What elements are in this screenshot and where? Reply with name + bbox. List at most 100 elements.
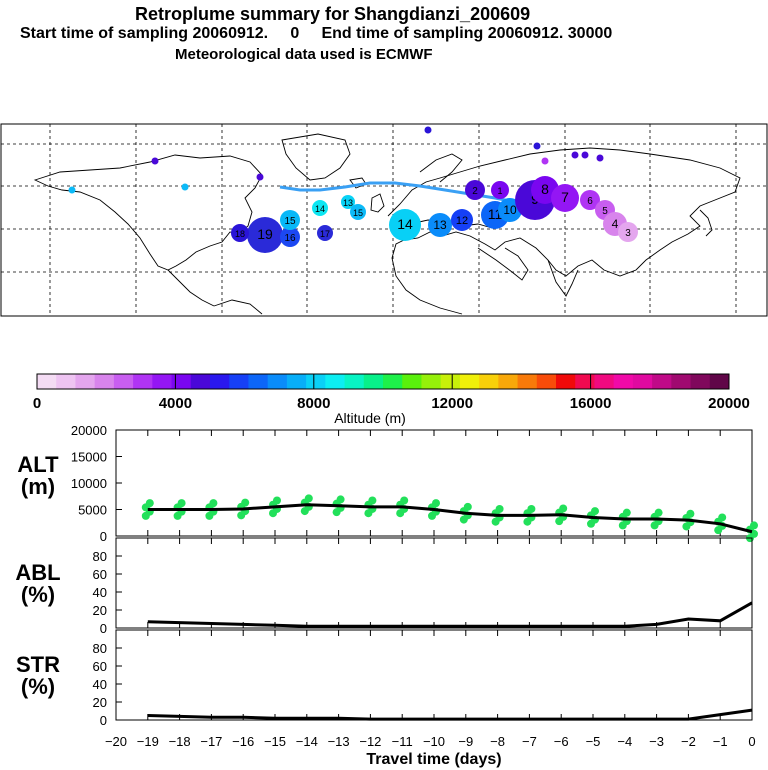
- series-line: [147, 708, 753, 721]
- colorbar-cell: [440, 374, 461, 389]
- colorbar-cell: [709, 374, 730, 389]
- y-axis-label: (m): [21, 474, 55, 499]
- colorbar-cell: [286, 374, 307, 389]
- plume-day-label: 15: [284, 216, 296, 227]
- plume-day-label: 18: [235, 229, 245, 239]
- plume-cluster: [551, 184, 579, 212]
- y-tick-label: 80: [93, 641, 107, 656]
- colorbar-cell: [267, 374, 288, 389]
- colorbar-cell: [190, 374, 211, 389]
- met-data-note: Meteorological data used is ECMWF: [175, 46, 433, 63]
- plume-cluster: [231, 224, 249, 242]
- altitude-point: [718, 513, 727, 522]
- plume-cluster: [451, 209, 473, 231]
- altitude-point: [209, 499, 218, 508]
- altitude-point: [368, 496, 377, 505]
- x-tick-label: −10: [423, 734, 445, 749]
- plume-cluster: [580, 190, 600, 210]
- altitude-point: [591, 507, 599, 516]
- x-tick-label: −6: [554, 734, 569, 749]
- y-tick-label: 15000: [71, 450, 107, 465]
- plume-day-label: 1: [497, 186, 502, 196]
- altitude-point: [432, 499, 440, 508]
- plume-day-label: 5: [602, 206, 608, 217]
- retroplume-map: 19161518171413151413121110987654321: [0, 123, 768, 317]
- altitude-point: [273, 496, 281, 505]
- plume-dot: [256, 173, 264, 181]
- altitude-point: [686, 509, 695, 518]
- altitude-colorbar: 0 4000 8000 12000 16000 20000 Altitude (m): [33, 373, 750, 426]
- plume-dot: [581, 151, 589, 159]
- colorbar-cell: [210, 374, 230, 389]
- plume-day-label: 15: [353, 208, 363, 218]
- plume-cluster: [280, 227, 300, 247]
- plume-day-label: 13: [343, 198, 353, 208]
- y-tick-label: 20000: [71, 423, 107, 438]
- y-tick-label: 80: [93, 549, 107, 564]
- plume-cluster: [618, 222, 638, 242]
- plume-dot: [596, 154, 604, 162]
- y-tick-label: 40: [93, 677, 107, 692]
- y-tick-label: 10000: [71, 476, 107, 491]
- colorbar-cell: [652, 374, 672, 389]
- x-tick-label: −20: [105, 734, 127, 749]
- y-tick-label: 5000: [78, 503, 107, 518]
- y-axis-label: (%): [21, 674, 55, 699]
- plume-day-label: 7: [561, 189, 569, 205]
- plume-dot: [181, 183, 189, 191]
- altitude-point: [145, 499, 154, 508]
- altitude-point: [495, 504, 504, 513]
- colorbar-cell: [671, 374, 692, 389]
- plume-dot: [68, 186, 76, 194]
- altitude-point: [336, 495, 345, 504]
- chart-title: Retroplume summary for Shangdianzi_20060…: [135, 4, 531, 24]
- y-tick-label: 20: [93, 603, 107, 618]
- plume-day-label: 2: [472, 186, 478, 197]
- time-series-panels: 05000100001500020000ALT(m)020406080ABL(%…: [15, 423, 758, 768]
- x-tick-label: −16: [232, 734, 254, 749]
- plume-cluster: [280, 210, 300, 230]
- colorbar-cell: [152, 374, 173, 389]
- altitude-point: [241, 498, 250, 507]
- x-tick-label: −7: [522, 734, 537, 749]
- colorbar-cell: [171, 374, 192, 389]
- plume-cluster: [247, 217, 283, 253]
- x-tick-label: −18: [169, 734, 191, 749]
- coastline: [699, 209, 713, 237]
- colorbar-cell: [421, 374, 442, 389]
- plume-cluster: [341, 195, 355, 209]
- x-tick-label: −1: [713, 734, 728, 749]
- coastline: [167, 269, 215, 307]
- altitude-point: [622, 508, 631, 517]
- y-tick-label: 40: [93, 585, 107, 600]
- x-tick-label: −4: [617, 734, 632, 749]
- plume-day-label: 10: [503, 203, 517, 217]
- plume-cluster: [350, 204, 366, 220]
- altitude-point: [400, 496, 409, 505]
- x-tick-label: −2: [681, 734, 696, 749]
- colorbar-cell: [133, 374, 153, 389]
- colorbar-cell: [306, 374, 326, 389]
- colorbar-tick-label: 0: [33, 395, 41, 412]
- colorbar-tick-label: 8000: [297, 395, 330, 412]
- x-tick-label: −9: [458, 734, 473, 749]
- y-axis-label: STR: [16, 652, 60, 677]
- plume-day-label: 14: [315, 204, 325, 214]
- coastline: [387, 147, 741, 315]
- plume-cluster: [389, 209, 421, 241]
- coastline: [547, 259, 579, 297]
- altitude-point: [527, 504, 536, 513]
- plume-day-label: 12: [456, 215, 468, 227]
- coastline: [33, 154, 263, 271]
- colorbar-cell: [113, 374, 134, 389]
- colorbar-tick-label: 16000: [570, 395, 612, 412]
- coastline: [419, 153, 463, 183]
- colorbar-tick-label: 4000: [159, 395, 192, 412]
- colorbar-cell: [556, 374, 576, 389]
- plume-day-label: 3: [625, 228, 631, 239]
- colorbar-tick-label: 20000: [708, 395, 750, 412]
- x-tick-label: −19: [137, 734, 159, 749]
- y-tick-label: 20: [93, 695, 107, 710]
- colorbar-cell: [517, 374, 538, 389]
- x-tick-label: −15: [264, 734, 286, 749]
